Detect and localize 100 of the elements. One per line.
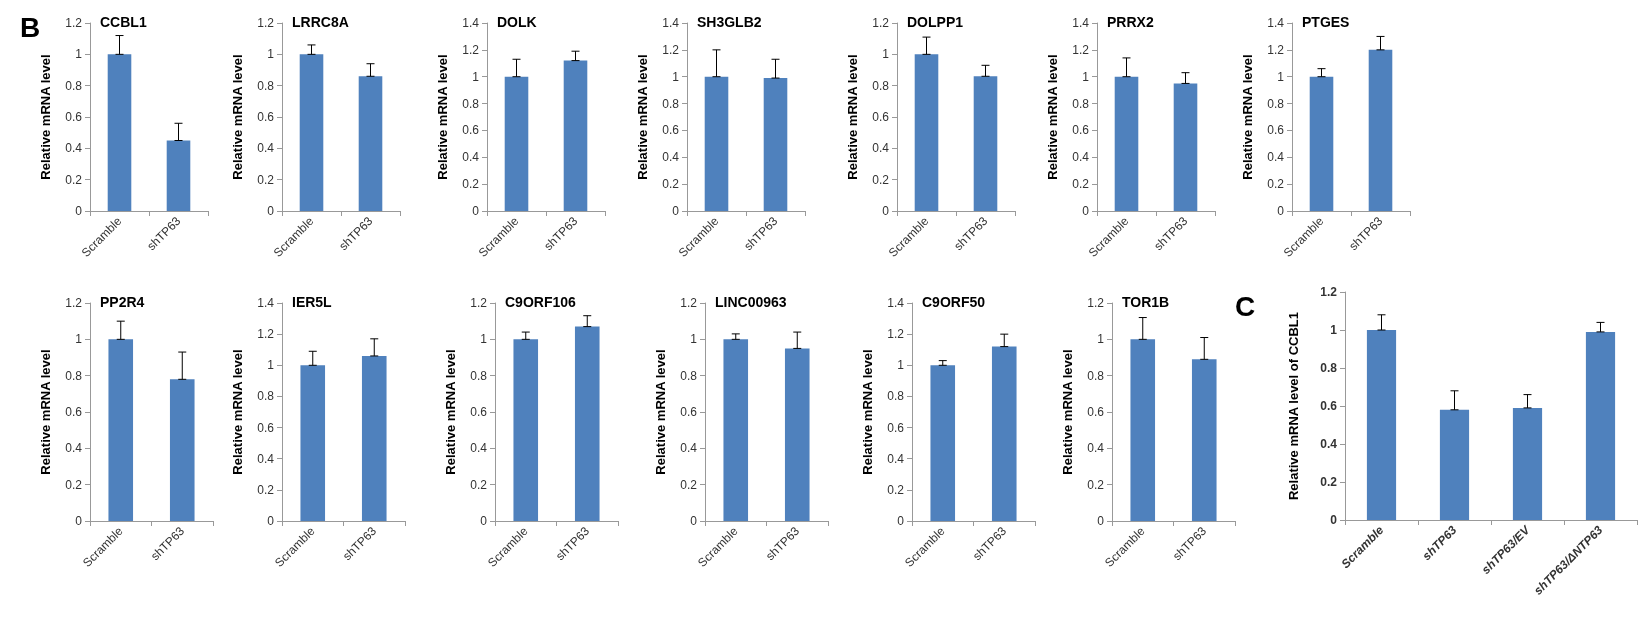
y-tick-label: 1	[690, 332, 698, 347]
y-tick-label: 0.4	[257, 141, 275, 156]
y-tick-label: 1.4	[1267, 16, 1285, 30]
y-tick-label: 1.2	[1267, 42, 1285, 57]
y-tick-label: 1.2	[65, 16, 83, 30]
y-tick-label: 0.8	[65, 78, 83, 93]
y-tick-label: 0.8	[680, 368, 698, 383]
y-tick-label: 1	[882, 47, 890, 62]
y-tick-label: 1.2	[65, 296, 83, 310]
y-tick-label: 0	[267, 204, 275, 218]
y-tick-label: 0.4	[1072, 150, 1090, 165]
chart-title: PTGES	[1302, 14, 1350, 30]
y-tick-label: 0.2	[65, 477, 83, 492]
bar	[1585, 331, 1616, 520]
y-axis-title: Relative mRNA level	[653, 349, 668, 475]
y-tick-label: 0.4	[1087, 441, 1105, 456]
chart-title: DOLPP1	[907, 14, 964, 30]
y-tick-label: 0	[267, 514, 275, 528]
y-tick-label: 0.2	[1087, 477, 1105, 492]
y-tick-label: 1.2	[680, 296, 698, 310]
chart-title: LRRC8A	[292, 14, 349, 30]
y-tick-label: 0.6	[257, 420, 275, 435]
y-tick-label: 1	[75, 47, 83, 62]
y-axis-title: Relative mRNA level	[443, 349, 458, 475]
y-tick-label: 0.8	[662, 96, 680, 111]
y-tick-label: 0.8	[470, 368, 488, 383]
y-tick-label: 1.2	[662, 42, 680, 57]
y-tick-label: 0.2	[887, 482, 905, 497]
y-tick-label: 0.6	[257, 110, 275, 124]
y-tick-label: 1.2	[1087, 296, 1105, 310]
y-tick-label: 0	[882, 204, 890, 218]
y-tick-label: 0.2	[470, 477, 488, 492]
y-tick-label: 0.8	[1267, 96, 1285, 111]
y-tick-label: 1.4	[662, 16, 680, 30]
y-tick-label: 0.8	[1320, 361, 1338, 375]
y-axis-title: Relative mRNA level	[38, 54, 53, 180]
chart-title: SH3GLB2	[697, 14, 762, 30]
chart-title: DOLK	[497, 14, 537, 30]
y-tick-label: 0.2	[680, 477, 698, 492]
y-tick-label: 0.4	[1320, 437, 1338, 451]
y-tick-label: 0.6	[462, 123, 480, 138]
y-tick-label: 0	[75, 204, 83, 218]
y-tick-label: 1.2	[257, 16, 275, 30]
y-tick-label: 0.4	[887, 451, 905, 466]
y-tick-label: 0	[1330, 513, 1338, 527]
y-axis-title: Relative mRNA level of CCBL1	[1286, 311, 1301, 501]
y-tick-label: 0.4	[257, 451, 275, 466]
chart-title: LINC00963	[715, 294, 787, 310]
y-axis-title: Relative mRNA level	[230, 349, 245, 475]
y-tick-label: 0.6	[1267, 123, 1285, 138]
y-tick-label: 1	[267, 358, 275, 373]
chart-title: CCBL1	[100, 14, 147, 30]
y-tick-label: 0	[1097, 514, 1105, 528]
y-axis-title: Relative mRNA level	[230, 54, 245, 180]
y-tick-label: 0.8	[462, 96, 480, 111]
y-axis-title: Relative mRNA level	[635, 54, 650, 180]
chart-title: PRRX2	[1107, 14, 1154, 30]
y-axis-title: Relative mRNA level	[1240, 54, 1255, 180]
y-tick-label: 0.6	[470, 405, 488, 419]
chart-title: C9ORF106	[505, 294, 577, 310]
y-axis-title: Relative mRNA level	[38, 349, 53, 475]
y-tick-label: 0	[1082, 204, 1090, 218]
y-tick-label: 0.8	[887, 389, 905, 404]
y-tick-label: 1.4	[462, 16, 480, 30]
y-tick-label: 0.8	[872, 78, 890, 93]
y-tick-label: 1	[672, 69, 680, 84]
y-tick-label: 0.4	[662, 150, 680, 165]
chart-title: IER5L	[292, 294, 333, 310]
y-tick-label: 1.4	[257, 296, 275, 310]
y-tick-label: 0.2	[662, 177, 680, 192]
y-tick-label: 0.2	[257, 482, 275, 497]
y-tick-label: 0.6	[662, 123, 680, 138]
y-tick-label: 0.8	[1072, 96, 1090, 111]
y-tick-label: 1	[480, 332, 488, 347]
y-tick-label: 0.6	[1320, 399, 1338, 413]
y-tick-label: 1	[267, 47, 275, 62]
y-tick-label: 1	[472, 69, 480, 84]
y-tick-label: 0.2	[1320, 475, 1338, 489]
bar	[1512, 407, 1543, 520]
y-tick-label: 1.4	[1072, 16, 1090, 30]
y-tick-label: 1.2	[872, 16, 890, 30]
y-tick-label: 0.2	[257, 172, 275, 187]
y-axis-title: Relative mRNA level	[1060, 349, 1075, 475]
y-tick-label: 0.4	[1267, 150, 1285, 165]
y-tick-label: 1	[1277, 69, 1285, 84]
y-tick-label: 0.8	[1087, 368, 1105, 383]
y-axis-title: Relative mRNA level	[435, 54, 450, 180]
y-tick-label: 0.6	[65, 405, 83, 419]
y-tick-label: 1.2	[1320, 285, 1338, 299]
chart-title: C9ORF50	[922, 294, 986, 310]
y-tick-label: 0.2	[65, 172, 83, 187]
y-tick-label: 1	[1097, 332, 1105, 347]
y-tick-label: 0.6	[887, 420, 905, 435]
y-tick-label: 0.6	[1072, 123, 1090, 138]
y-tick-label: 0.8	[257, 78, 275, 93]
y-tick-label: 0.2	[872, 172, 890, 187]
y-tick-label: 0.6	[1087, 405, 1105, 419]
y-tick-label: 0.2	[1072, 177, 1090, 192]
y-tick-label: 0.6	[65, 110, 83, 124]
y-tick-label: 1.2	[462, 42, 480, 57]
